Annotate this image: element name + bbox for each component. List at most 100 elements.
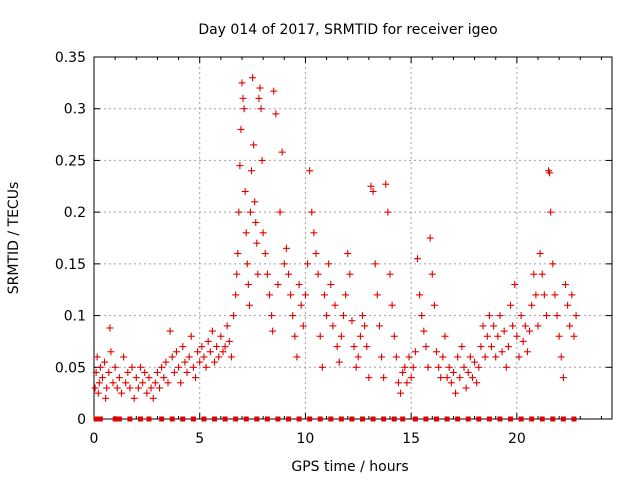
data-point — [237, 125, 245, 133]
data-point — [532, 291, 540, 299]
data-point — [202, 363, 210, 371]
baseline-marker — [370, 416, 376, 422]
data-point — [547, 208, 555, 216]
data-point — [572, 312, 580, 320]
data-point — [513, 332, 521, 340]
data-point — [139, 379, 147, 387]
baseline-marker — [138, 416, 144, 422]
data-point — [568, 291, 576, 299]
data-point — [471, 358, 479, 366]
data-point — [109, 379, 117, 387]
data-point — [515, 353, 523, 361]
data-point — [91, 384, 99, 392]
data-point — [350, 343, 358, 351]
data-point — [102, 394, 110, 402]
data-point — [175, 363, 183, 371]
data-point — [485, 312, 493, 320]
data-point — [253, 239, 261, 247]
data-point — [397, 389, 405, 397]
data-point — [225, 337, 233, 345]
baseline-marker — [444, 416, 450, 422]
data-point — [458, 343, 466, 351]
data-point — [115, 374, 123, 382]
baseline-marker — [116, 416, 122, 422]
data-point — [460, 363, 468, 371]
chart-title: Day 014 of 2017, SRMTID for receiver ige… — [198, 22, 497, 38]
data-point — [528, 301, 536, 309]
data-point — [101, 358, 109, 366]
data-point — [153, 368, 161, 376]
baseline-marker — [434, 416, 440, 422]
data-point — [162, 358, 170, 366]
baseline-marker — [400, 416, 406, 422]
data-point — [333, 343, 341, 351]
data-point — [473, 379, 481, 387]
y-tick-label: 0.05 — [55, 360, 86, 376]
data-point — [297, 301, 305, 309]
baseline-marker — [212, 416, 218, 422]
data-point — [483, 332, 491, 340]
data-point — [549, 260, 557, 268]
data-point — [98, 374, 106, 382]
data-point — [494, 332, 502, 340]
data-point — [365, 374, 373, 382]
data-point — [388, 301, 396, 309]
data-point — [509, 322, 517, 330]
baseline-marker — [169, 416, 175, 422]
baseline-marker — [486, 416, 492, 422]
axis-ticks: 0 0.05 0.1 0.15 0.2 0.25 0.3 0.35 0 5 10 15 20 — [55, 50, 612, 447]
data-point — [437, 374, 445, 382]
data-point — [295, 281, 303, 289]
baseline-marker — [508, 416, 514, 422]
data-point — [211, 358, 219, 366]
data-point — [403, 379, 411, 387]
data-point — [293, 353, 301, 361]
data-point — [245, 301, 253, 309]
data-point — [282, 244, 290, 252]
data-point — [435, 363, 443, 371]
data-point — [143, 389, 151, 397]
data-point — [426, 234, 434, 242]
data-point — [239, 94, 247, 102]
data-point — [156, 384, 164, 392]
data-point — [441, 332, 449, 340]
baseline-marker — [180, 416, 186, 422]
data-point — [233, 270, 241, 278]
data-point — [189, 363, 197, 371]
baseline-marker — [349, 416, 355, 422]
data-point — [323, 312, 331, 320]
data-point — [327, 281, 335, 289]
data-point — [443, 374, 451, 382]
baseline-marker — [264, 416, 270, 422]
data-point — [536, 250, 544, 258]
data-point — [103, 384, 111, 392]
baseline-marker — [201, 416, 207, 422]
data-point — [263, 270, 271, 278]
data-point — [335, 358, 343, 366]
data-point — [270, 87, 278, 95]
baseline-marker — [328, 416, 334, 422]
data-point — [246, 208, 254, 216]
data-point — [106, 324, 114, 332]
baseline-marker — [497, 416, 503, 422]
data-point — [304, 260, 312, 268]
data-point — [274, 281, 282, 289]
data-point — [354, 353, 362, 361]
data-point — [252, 218, 260, 226]
data-point — [424, 363, 432, 371]
baseline-marker — [233, 416, 239, 422]
data-point — [523, 348, 531, 356]
data-point — [179, 343, 187, 351]
x-tick-label: 10 — [297, 431, 315, 447]
x-tick-label: 0 — [90, 431, 99, 447]
baseline-marker — [550, 416, 556, 422]
data-point — [194, 348, 202, 356]
data-point — [375, 322, 383, 330]
data-point — [407, 374, 415, 382]
data-point — [230, 312, 238, 320]
data-point — [380, 374, 388, 382]
data-point — [308, 208, 316, 216]
data-point — [363, 343, 371, 351]
data-point — [191, 374, 199, 382]
data-point — [399, 368, 407, 376]
